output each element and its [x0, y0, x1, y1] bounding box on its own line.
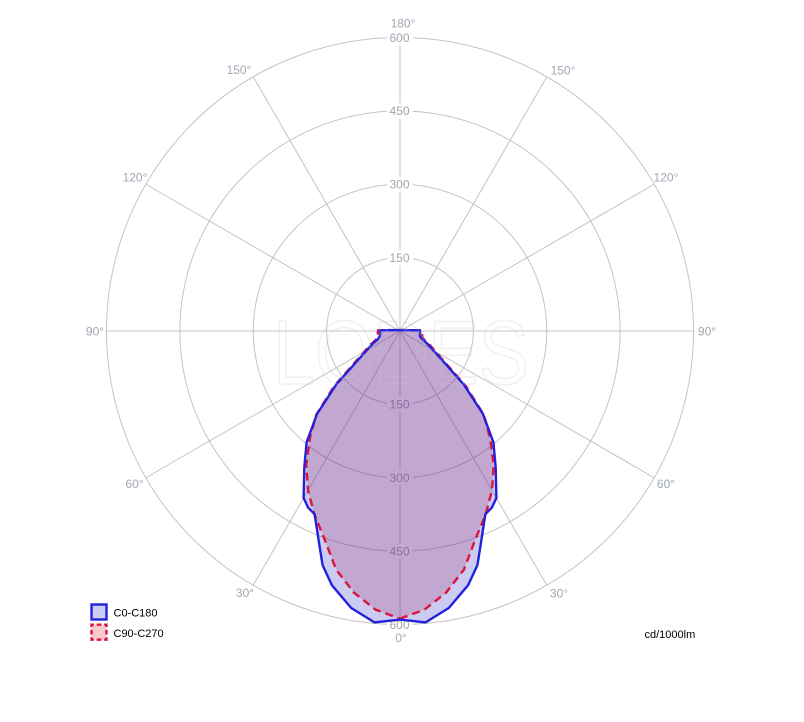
- svg-text:300: 300: [389, 471, 409, 485]
- svg-text:60°: 60°: [125, 477, 143, 491]
- svg-text:C90-C270: C90-C270: [114, 628, 164, 640]
- svg-text:90°: 90°: [698, 325, 716, 339]
- svg-text:450: 450: [389, 104, 409, 118]
- svg-text:150°: 150°: [227, 63, 252, 77]
- svg-text:C0-C180: C0-C180: [114, 608, 158, 620]
- svg-text:90°: 90°: [86, 325, 104, 339]
- svg-text:0°: 0°: [395, 631, 407, 645]
- svg-text:180°: 180°: [391, 17, 416, 31]
- svg-text:cd/1000lm: cd/1000lm: [645, 629, 696, 641]
- svg-text:300: 300: [389, 178, 409, 192]
- svg-text:150°: 150°: [551, 64, 576, 78]
- svg-text:LODES: LODES: [273, 301, 529, 403]
- svg-text:150: 150: [389, 398, 409, 412]
- svg-text:60°: 60°: [657, 477, 675, 491]
- svg-text:450: 450: [389, 544, 409, 558]
- svg-text:600: 600: [389, 31, 409, 45]
- svg-text:30°: 30°: [236, 586, 254, 600]
- svg-text:30°: 30°: [550, 587, 568, 601]
- svg-text:120°: 120°: [123, 171, 148, 185]
- svg-text:120°: 120°: [654, 171, 679, 185]
- svg-text:150: 150: [389, 251, 409, 265]
